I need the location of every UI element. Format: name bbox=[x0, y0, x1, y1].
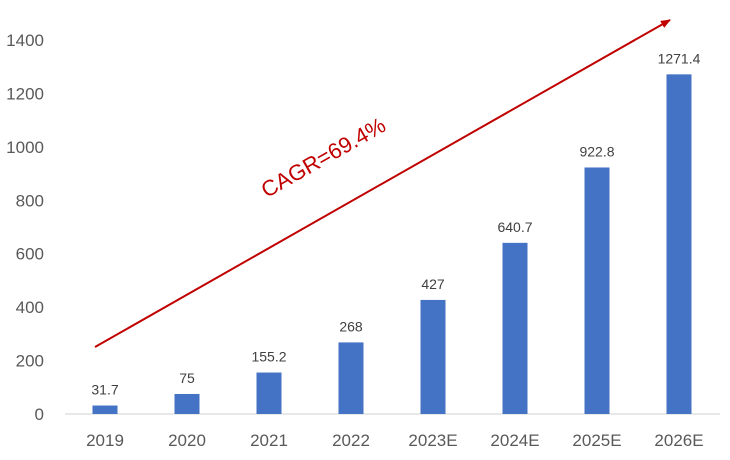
data-label: 922.8 bbox=[579, 143, 614, 159]
cagr-annotation: CAGR=69.4% bbox=[257, 112, 390, 202]
bar-2022 bbox=[338, 342, 364, 414]
data-label: 31.7 bbox=[91, 382, 118, 398]
x-axis-ticks: 2019 2020 2021 2022 2023E 2024E 2025E 2026E bbox=[86, 431, 704, 450]
y-tick-label: 600 bbox=[16, 245, 44, 264]
bar-2023E bbox=[420, 299, 446, 414]
y-tick-label: 0 bbox=[35, 405, 44, 424]
y-tick-label: 1200 bbox=[6, 84, 44, 103]
y-tick-label: 1400 bbox=[6, 31, 44, 50]
bar-2024E bbox=[502, 242, 528, 414]
data-label: 1271.4 bbox=[658, 50, 701, 66]
bar-2021 bbox=[256, 372, 282, 414]
data-label: 268 bbox=[339, 318, 363, 334]
cagr-trend-arrow bbox=[94, 19, 671, 348]
x-tick-label: 2019 bbox=[86, 431, 124, 450]
x-tick-label: 2026E bbox=[654, 431, 703, 450]
y-tick-label: 200 bbox=[16, 352, 44, 371]
x-tick-label: 2020 bbox=[168, 431, 206, 450]
y-tick-label: 1000 bbox=[6, 138, 44, 157]
x-tick-label: 2022 bbox=[332, 431, 370, 450]
data-label: 155.2 bbox=[251, 349, 286, 365]
x-tick-label: 2023E bbox=[408, 431, 457, 450]
bars: 31.7 75 155.2 268 427 640.7 922.8 1271.4 bbox=[91, 50, 701, 415]
x-tick-label: 2025E bbox=[572, 431, 621, 450]
bar-2026E bbox=[666, 74, 692, 415]
y-tick-label: 400 bbox=[16, 298, 44, 317]
y-axis-ticks: 0 200 400 600 800 1000 1200 1400 bbox=[6, 31, 44, 424]
bar-2019 bbox=[92, 405, 118, 414]
data-label: 75 bbox=[179, 370, 195, 386]
y-tick-label: 800 bbox=[16, 191, 44, 210]
x-tick-label: 2024E bbox=[490, 431, 539, 450]
bar-2025E bbox=[584, 167, 610, 414]
data-label: 640.7 bbox=[497, 219, 532, 235]
bar-2020 bbox=[174, 393, 200, 414]
x-tick-label: 2021 bbox=[250, 431, 288, 450]
data-label: 427 bbox=[421, 276, 445, 292]
